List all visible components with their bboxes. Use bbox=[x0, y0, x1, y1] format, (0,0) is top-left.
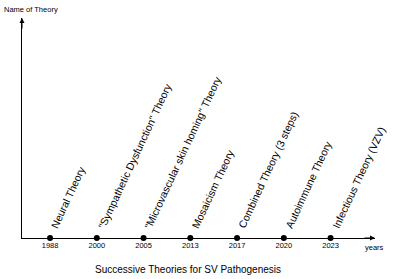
svg-text:2023: 2023 bbox=[322, 241, 339, 250]
svg-text:years: years bbox=[365, 243, 384, 252]
svg-text:1988: 1988 bbox=[42, 241, 59, 250]
svg-text:2000: 2000 bbox=[88, 241, 105, 250]
svg-text:2020: 2020 bbox=[275, 241, 292, 250]
svg-text:2005: 2005 bbox=[135, 241, 152, 250]
svg-text:Successive Theories for SV Pat: Successive Theories for SV Pathogenesis bbox=[95, 264, 281, 275]
svg-text:Autoimmune Theory: Autoimmune Theory bbox=[283, 139, 334, 230]
svg-text:2013: 2013 bbox=[182, 241, 199, 250]
svg-text:"Microvascular skin homing" Th: "Microvascular skin homing" Theory bbox=[142, 74, 224, 231]
svg-text:Combined Theory (3 steps): Combined Theory (3 steps) bbox=[236, 110, 301, 230]
svg-text:Name of Theory: Name of Theory bbox=[4, 5, 58, 14]
svg-text:"Sympathetic Dysfunction" Theo: "Sympathetic Dysfunction" Theory bbox=[96, 81, 174, 230]
svg-text:2017: 2017 bbox=[229, 241, 246, 250]
svg-text:Mosaicism Theory: Mosaicism Theory bbox=[189, 147, 236, 230]
svg-text:Infectious Theory (VZV): Infectious Theory (VZV) bbox=[330, 125, 388, 230]
svg-text:Neural Theory: Neural Theory bbox=[48, 164, 87, 230]
